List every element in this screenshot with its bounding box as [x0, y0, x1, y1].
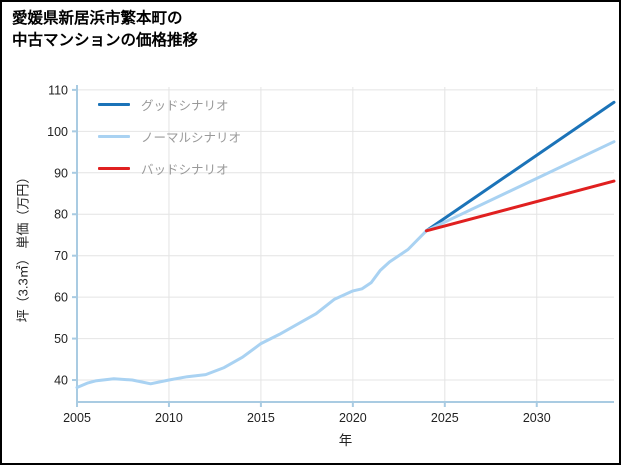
y-tick-label: 40 [54, 374, 68, 388]
series-line-good [424, 100, 616, 233]
legend-item-bad: バッドシナリオ [98, 159, 241, 178]
gridlines [76, 87, 614, 402]
chart-title: 愛媛県新居浜市繁本町の 中古マンションの価格推移 [12, 8, 198, 51]
legend-item-good: グッドシナリオ [98, 95, 241, 114]
x-tick-labels: 2005 2010 2015 2020 2025 2030 [63, 402, 551, 425]
x-tick-label: 2025 [431, 411, 459, 425]
legend-swatch-good [98, 103, 130, 106]
x-axis-label: 年 [338, 433, 353, 448]
series-line-history [75, 229, 428, 389]
y-tick-labels: 40 50 60 70 80 90 100 110 [47, 83, 77, 388]
x-tick-label: 2020 [339, 411, 367, 425]
y-tick-label: 110 [48, 83, 68, 97]
y-tick-label: 60 [54, 291, 68, 305]
y-tick-label: 80 [54, 208, 68, 222]
legend: グッドシナリオ ノーマルシナリオ バッドシナリオ [98, 95, 241, 178]
legend-swatch-bad [98, 167, 130, 170]
x-tick-label: 2030 [523, 411, 551, 425]
legend-swatch-normal [98, 135, 130, 138]
y-tick-label: 100 [47, 125, 68, 139]
legend-label-bad: バッドシナリオ [141, 163, 229, 177]
chart-title-line2: 中古マンションの価格推移 [12, 31, 199, 49]
y-tick-label: 90 [54, 166, 68, 180]
y-tick-label: 70 [54, 249, 68, 263]
legend-label-normal: ノーマルシナリオ [141, 131, 242, 145]
legend-item-normal: ノーマルシナリオ [98, 127, 241, 146]
x-tick-label: 2015 [247, 411, 275, 425]
x-tick-label: 2005 [63, 411, 91, 425]
series-line-normal [424, 140, 616, 233]
y-tick-label: 50 [54, 332, 68, 346]
y-axis-label: 坪（3.3㎡） 単価（万円） [15, 170, 31, 323]
series-line-bad [424, 179, 616, 233]
legend-label-good: グッドシナリオ [141, 99, 229, 113]
x-tick-label: 2010 [155, 411, 183, 425]
chart-title-line1: 愛媛県新居浜市繁本町の [12, 10, 183, 27]
